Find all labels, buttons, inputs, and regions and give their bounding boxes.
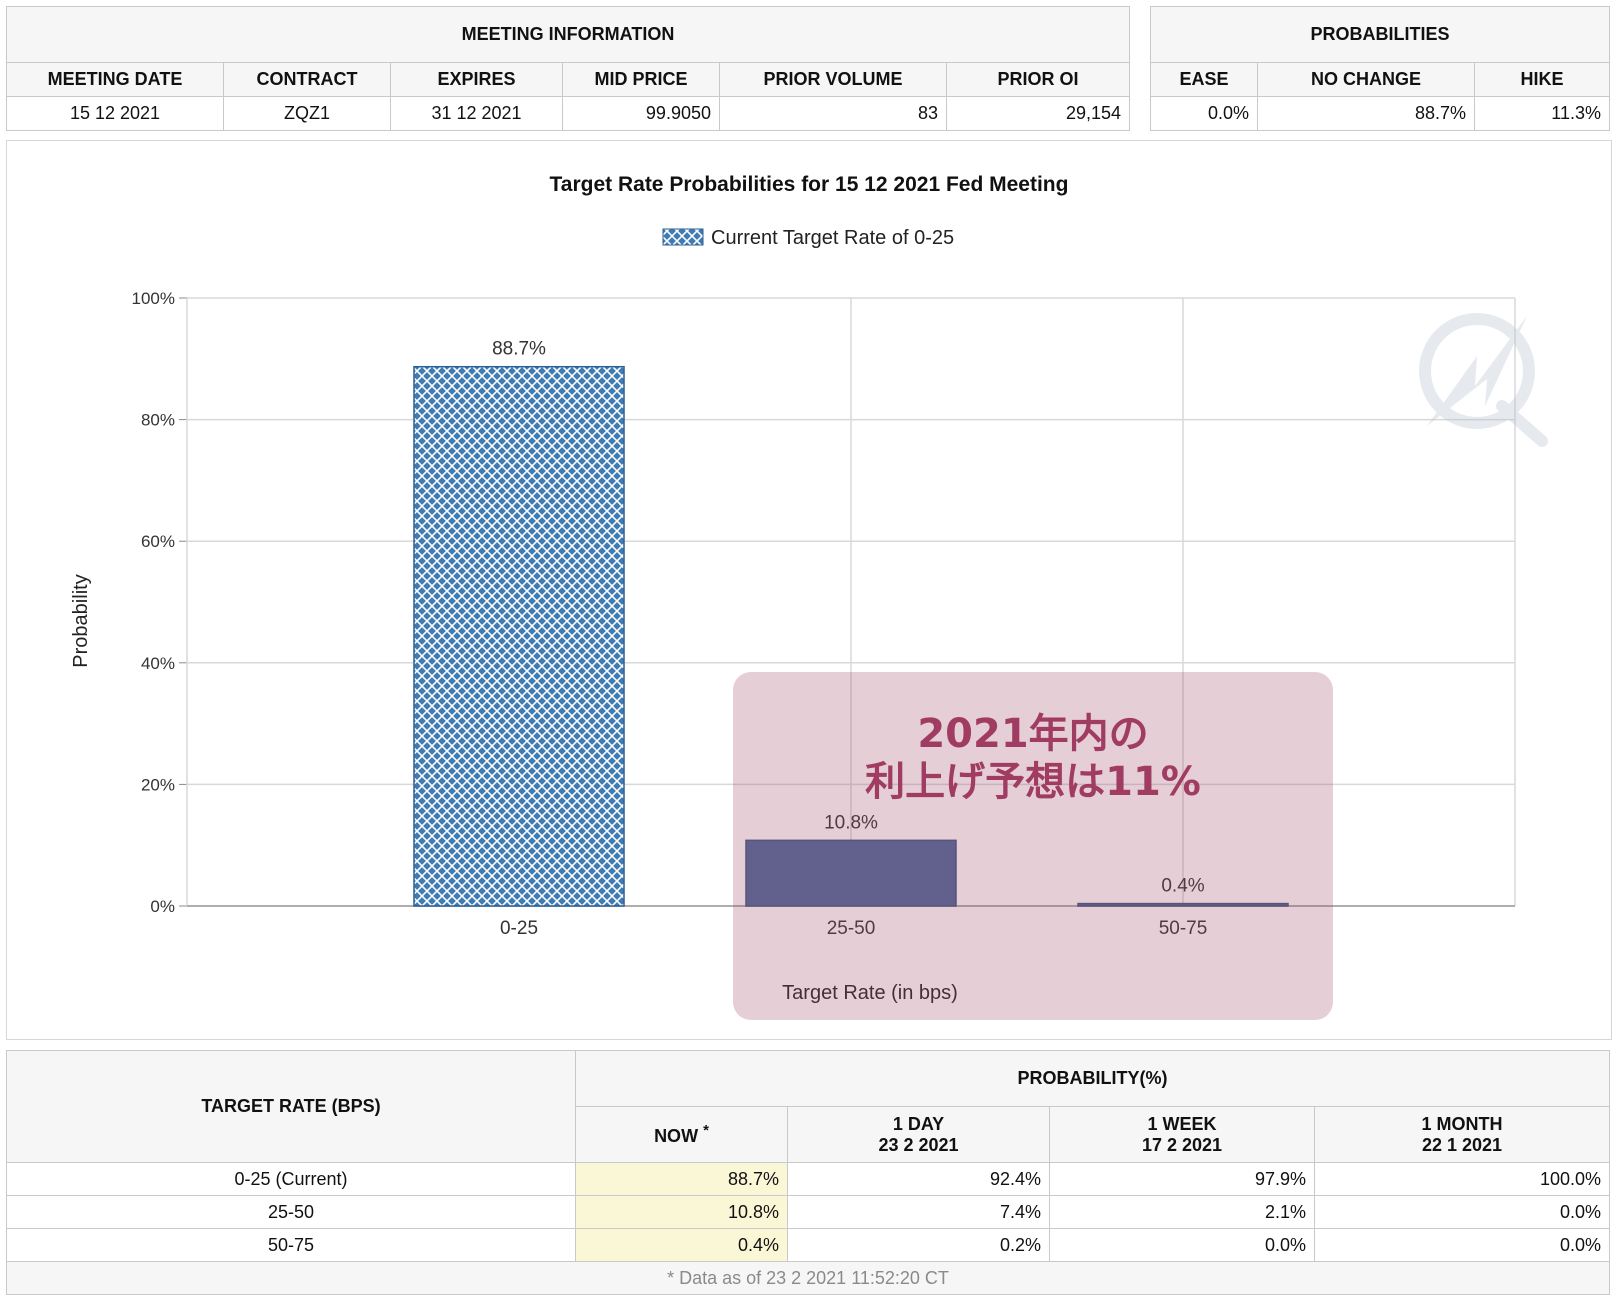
row-now-value: 0.4% <box>575 1228 788 1262</box>
prior-volume-header: PRIOR VOLUME <box>719 62 947 97</box>
row-rate: 0-25 (Current) <box>6 1162 576 1196</box>
prior-oi-value: 29,154 <box>946 96 1130 131</box>
bar-0-25 <box>413 365 625 907</box>
row-1day-value: 92.4% <box>787 1162 1050 1196</box>
col-1month-header: 1 MONTH 22 1 2021 <box>1314 1106 1610 1163</box>
col-1week-date: 17 2 2021 <box>1141 1134 1223 1155</box>
row-now-value: 88.7% <box>575 1162 788 1196</box>
legend-label: Current Target Rate of 0-25 <box>711 227 954 249</box>
probability-group-header: PROBABILITY(%) <box>575 1050 1610 1107</box>
probabilities-title: PROBABILITIES <box>1150 6 1610 63</box>
meeting-info-table: MEETING INFORMATION MEETING DATE CONTRAC… <box>6 6 1130 131</box>
mid-price-value: 99.9050 <box>562 96 720 131</box>
row-1week-value: 2.1% <box>1049 1195 1315 1229</box>
table-row: 25-50 10.8% 7.4% 2.1% 0.0% <box>6 1195 1610 1229</box>
ease-header: EASE <box>1150 62 1258 97</box>
row-1week-value: 97.9% <box>1049 1162 1315 1196</box>
chart-bars <box>413 365 1289 907</box>
col-1day-label: 1 DAY <box>892 1113 945 1134</box>
row-now-value: 10.8% <box>575 1195 788 1229</box>
meeting-date-value: 15 12 2021 <box>6 96 224 131</box>
legend-swatch <box>662 228 704 246</box>
y-tick-label: 40% <box>141 654 175 673</box>
meeting-date-header: MEETING DATE <box>6 62 224 97</box>
no-change-value: 88.7% <box>1257 96 1475 131</box>
contract-value: ZQZ1 <box>223 96 391 131</box>
hike-value: 11.3% <box>1474 96 1610 131</box>
y-tick-label: 100% <box>132 289 175 308</box>
row-1month-value: 100.0% <box>1314 1162 1610 1196</box>
probability-chart: Target Rate Probabilities for 15 12 2021… <box>70 173 1548 1004</box>
annotation-line-1: 2021年内の <box>917 711 1149 757</box>
probabilities-table: PROBABILITIES EASE NO CHANGE HIKE 0.0% 8… <box>1150 6 1610 131</box>
row-1month-value: 0.0% <box>1314 1228 1610 1262</box>
col-now-header: NOW * <box>575 1106 788 1163</box>
chart-panel: Target Rate Probabilities for 15 12 2021… <box>6 140 1612 1040</box>
ease-value: 0.0% <box>1150 96 1258 131</box>
bar-50-75 <box>1077 902 1289 907</box>
col-1day-header: 1 DAY 23 2 2021 <box>787 1106 1050 1163</box>
chart-title: Target Rate Probabilities for 15 12 2021… <box>550 173 1069 196</box>
y-tick-label: 80% <box>141 411 175 430</box>
bar-data-label: 0.4% <box>1161 876 1204 897</box>
col-now-footnote-mark: * <box>703 1122 709 1139</box>
annotation-callout: 2021年内の 利上げ予想は11% <box>733 672 1333 1020</box>
data-timestamp-footnote: * Data as of 23 2 2021 11:52:20 CT <box>6 1261 1610 1295</box>
row-1week-value: 0.0% <box>1049 1228 1315 1262</box>
y-tick-label: 0% <box>150 897 175 916</box>
x-tick-label: 50-75 <box>1159 918 1208 939</box>
table-row: 50-75 0.4% 0.2% 0.0% 0.0% <box>6 1228 1610 1262</box>
chart-labels: 0% 20% 40% 60% 80% 100% 88.7% 0-25 10.8% 25-50 0.4… <box>132 289 1208 939</box>
table-row: 0-25 (Current) 88.7% 92.4% 97.9% 100.0% <box>6 1162 1610 1196</box>
expires-header: EXPIRES <box>390 62 563 97</box>
col-1week-label: 1 WEEK <box>1147 1113 1217 1134</box>
col-now-label: NOW <box>654 1126 699 1146</box>
y-tick-label: 20% <box>141 775 175 794</box>
col-1day-date: 23 2 2021 <box>878 1134 959 1155</box>
bar-25-50 <box>745 839 957 907</box>
col-1month-date: 22 1 2021 <box>1421 1134 1503 1155</box>
contract-header: CONTRACT <box>223 62 391 97</box>
expires-value: 31 12 2021 <box>390 96 563 131</box>
row-rate: 25-50 <box>6 1195 576 1229</box>
annotation-line-2: 利上げ予想は11% <box>865 759 1201 805</box>
bar-data-label: 10.8% <box>824 812 878 833</box>
no-change-header: NO CHANGE <box>1257 62 1475 97</box>
row-rate: 50-75 <box>6 1228 576 1262</box>
x-tick-label: 25-50 <box>827 918 876 939</box>
prior-oi-header: PRIOR OI <box>946 62 1130 97</box>
x-axis-label: Target Rate (in bps) <box>782 982 958 1004</box>
hike-header: HIKE <box>1474 62 1610 97</box>
target-rate-header: TARGET RATE (BPS) <box>6 1050 576 1163</box>
chart-legend: Current Target Rate of 0-25 <box>662 227 954 249</box>
y-axis-label: Probability <box>70 574 92 667</box>
col-1month-label: 1 MONTH <box>1421 1113 1503 1134</box>
y-tick-label: 60% <box>141 532 175 551</box>
annotation-text: 2021年内の 利上げ予想は11% <box>733 710 1333 806</box>
row-1day-value: 7.4% <box>787 1195 1050 1229</box>
col-1week-header: 1 WEEK 17 2 2021 <box>1049 1106 1315 1163</box>
meeting-info-title: MEETING INFORMATION <box>6 6 1130 63</box>
watermark-logo-icon <box>1419 313 1548 447</box>
bar-data-label: 88.7% <box>492 339 546 360</box>
row-1month-value: 0.0% <box>1314 1195 1610 1229</box>
row-1day-value: 0.2% <box>787 1228 1050 1262</box>
prior-volume-value: 83 <box>719 96 947 131</box>
x-tick-label: 0-25 <box>500 918 538 939</box>
target-rate-probability-table: TARGET RATE (BPS) PROBABILITY(%) NOW * 1… <box>6 1050 1610 1295</box>
mid-price-header: MID PRICE <box>562 62 720 97</box>
